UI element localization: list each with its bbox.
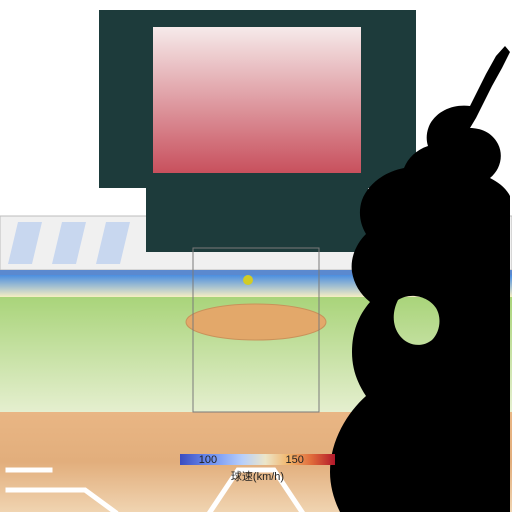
legend-tick: 100 [199,454,217,466]
speed-legend: 100 150 球速(km/h) [180,454,335,484]
legend-tick: 150 [286,454,304,466]
pitch-location-view: 100 150 球速(km/h) [0,0,512,512]
legend-label: 球速(km/h) [180,468,335,484]
scene-svg [0,0,512,512]
legend-ticks: 100 150 [180,454,335,468]
